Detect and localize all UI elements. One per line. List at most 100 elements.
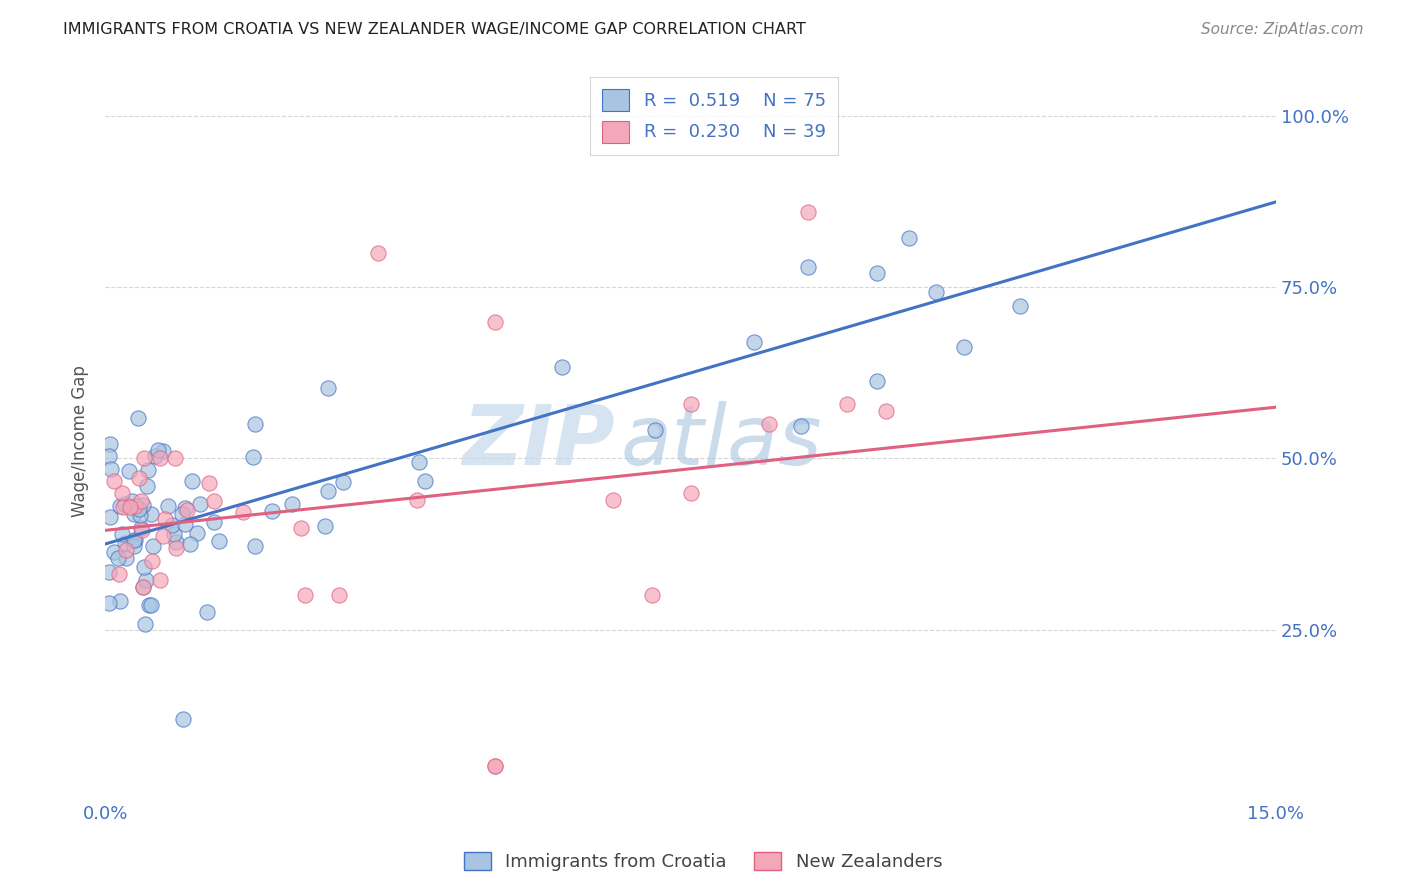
Point [367, 246, 389, 260]
Point [98, 437, 121, 451]
Point [332, 475, 354, 489]
Point [121, 494, 143, 508]
Point [136, 479, 159, 493]
Text: atlas: atlas [620, 401, 823, 482]
Point [114, 497, 136, 511]
Point [132, 498, 155, 512]
Point [115, 543, 138, 558]
Point [132, 580, 155, 594]
Point [413, 474, 436, 488]
Point [108, 500, 131, 514]
Point [124, 508, 146, 522]
Point [165, 535, 187, 549]
Point [174, 500, 197, 515]
Point [866, 266, 889, 280]
Point [294, 588, 316, 602]
Point [131, 523, 153, 537]
Text: IMMIGRANTS FROM CROATIA VS NEW ZEALANDER WAGE/INCOME GAP CORRELATION CHART: IMMIGRANTS FROM CROATIA VS NEW ZEALANDER… [63, 22, 806, 37]
Point [484, 315, 506, 329]
Point [149, 573, 172, 587]
Point [124, 533, 146, 548]
Point [142, 539, 165, 553]
Point [115, 550, 138, 565]
Point [281, 497, 304, 511]
Point [176, 503, 198, 517]
Point [165, 451, 187, 466]
Point [318, 381, 340, 395]
Point [242, 450, 264, 464]
Point [134, 451, 156, 466]
Point [179, 537, 201, 551]
Point [103, 474, 125, 488]
Point [129, 521, 152, 535]
Point [602, 492, 624, 507]
Point [790, 418, 813, 433]
Point [551, 360, 574, 375]
Point [132, 560, 155, 574]
Point [138, 463, 160, 477]
Point [152, 443, 174, 458]
Point [406, 492, 429, 507]
Point [153, 512, 176, 526]
Point [232, 505, 254, 519]
Point [134, 616, 156, 631]
Point [208, 534, 231, 549]
Point [172, 712, 194, 726]
Point [157, 499, 180, 513]
Point [100, 462, 122, 476]
Point [796, 205, 818, 219]
Point [128, 502, 150, 516]
Y-axis label: Wage/Income Gap: Wage/Income Gap [72, 366, 89, 517]
Point [484, 759, 506, 773]
Point [148, 443, 170, 458]
Point [108, 567, 131, 582]
Point [679, 397, 702, 411]
Point [108, 594, 131, 608]
Point [953, 340, 976, 354]
Point [758, 417, 780, 432]
Point [152, 529, 174, 543]
Point [111, 485, 134, 500]
Point [98, 597, 121, 611]
Point [141, 554, 163, 568]
Point [110, 526, 132, 541]
Point [644, 423, 666, 437]
Point [1010, 299, 1032, 313]
Point [141, 507, 163, 521]
Point [742, 334, 765, 349]
Point [132, 580, 155, 594]
Point [245, 539, 267, 553]
Point [328, 588, 350, 602]
Point [640, 588, 662, 602]
Point [202, 515, 225, 529]
Point [679, 485, 702, 500]
Point [107, 551, 129, 566]
Point [198, 475, 221, 490]
Point [866, 374, 889, 388]
Point [122, 539, 145, 553]
Point [898, 231, 921, 245]
Point [135, 573, 157, 587]
Point [262, 504, 284, 518]
Point [186, 525, 208, 540]
Point [290, 521, 312, 535]
Point [129, 494, 152, 508]
Point [408, 455, 430, 469]
Point [316, 483, 339, 498]
Point [160, 518, 183, 533]
Point [141, 598, 163, 612]
Point [122, 533, 145, 547]
Legend: R =  0.519    N = 75, R =  0.230    N = 39: R = 0.519 N = 75, R = 0.230 N = 39 [589, 77, 838, 155]
Point [124, 499, 146, 513]
Text: ZIP: ZIP [461, 401, 614, 482]
Point [129, 508, 152, 522]
Point [202, 494, 225, 508]
Point [98, 510, 121, 524]
Point [98, 449, 121, 463]
Legend: Immigrants from Croatia, New Zealanders: Immigrants from Croatia, New Zealanders [457, 845, 949, 879]
Point [180, 474, 202, 488]
Point [195, 606, 218, 620]
Point [875, 403, 897, 417]
Point [98, 565, 121, 579]
Point [243, 417, 266, 431]
